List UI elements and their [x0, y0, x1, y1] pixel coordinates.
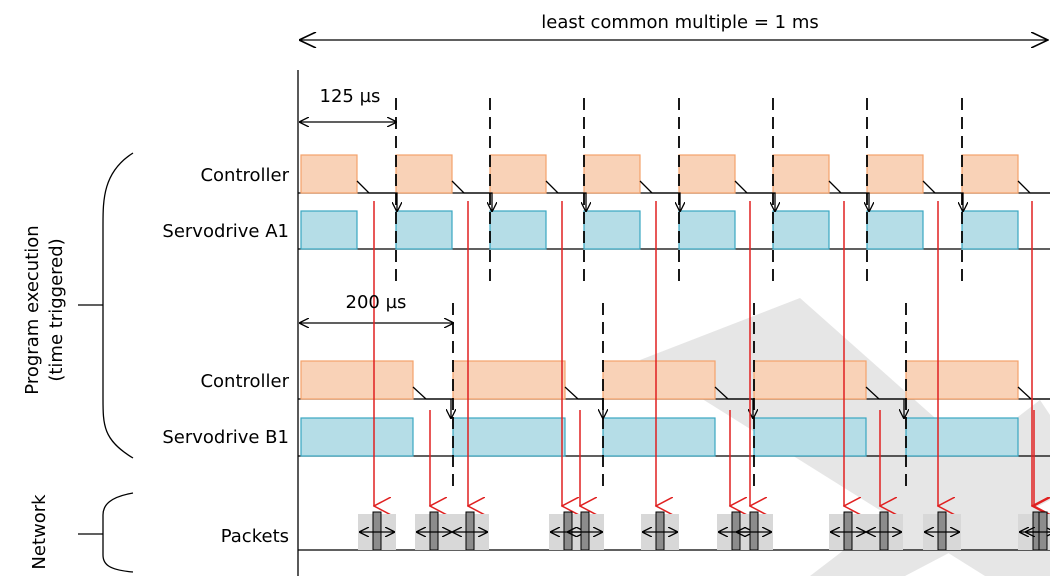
controller-a-slot-2 [395, 154, 453, 194]
servodrive-a1-slot-1 [300, 210, 358, 250]
packet-9 [843, 511, 853, 551]
handoff-a-2 [451, 180, 492, 211]
controller-b-slot-2 [452, 360, 566, 400]
controller-b-slot-1 [300, 360, 414, 400]
handoff-b-1 [412, 386, 451, 418]
period-a-label: 125 µs [320, 86, 381, 107]
packet-10 [879, 511, 889, 551]
handoff-a-8 [1017, 180, 1050, 194]
controller-a-slot-4 [583, 154, 641, 194]
program-execution-brace [102, 152, 134, 459]
controller-a-slot-8 [961, 154, 1019, 194]
execution-blocks [300, 154, 1019, 457]
group-label-network: Network [29, 494, 50, 570]
controller-a-slot-6 [772, 154, 830, 194]
servodrive-a1-slot-7 [866, 210, 924, 250]
packet-3 [465, 511, 475, 551]
servodrive-b1-slot-3 [602, 417, 716, 457]
group-label-time-triggered: (time triggered) [46, 238, 67, 381]
controller-b-slot-5 [905, 360, 1019, 400]
row-label-servodrive-b1: Servodrive B1 [162, 427, 289, 448]
handoff-a-6 [828, 180, 869, 211]
period-markers [395, 98, 963, 488]
servodrive-a1-slot-2 [395, 210, 453, 250]
servodrive-a1-slot-8 [961, 210, 1019, 250]
row-label-controller-b: Controller [200, 371, 289, 392]
network-brace [102, 492, 134, 573]
servodrive-b1-slot-4 [753, 417, 867, 457]
period-b-label: 200 µs [346, 292, 407, 313]
servodrive-b1-slot-2 [452, 417, 566, 457]
servodrive-a1-slot-4 [583, 210, 641, 250]
controller-b-slot-4 [753, 360, 867, 400]
packet-1 [372, 511, 382, 551]
handoff-a-4 [639, 180, 680, 211]
servodrive-a1-slot-5 [678, 210, 736, 250]
packet-7 [731, 511, 741, 551]
controller-a-slot-7 [866, 154, 924, 194]
row-label-packets: Packets [221, 526, 289, 547]
servodrive-b1-slot-5 [905, 417, 1019, 457]
handoff-a-1 [356, 180, 397, 211]
handoff-b-4 [865, 386, 904, 418]
controller-b-slot-3 [602, 360, 716, 400]
handoff-a-5 [734, 180, 775, 211]
packet-11 [937, 511, 947, 551]
packet-5 [580, 511, 590, 551]
group-label-program-execution: Program execution [22, 225, 43, 394]
servodrive-a1-slot-3 [489, 210, 547, 250]
lcm-span-label: least common multiple = 1 ms [541, 12, 819, 33]
handoff-b-5 [1017, 386, 1050, 400]
packet-6 [655, 511, 665, 551]
controller-a-slot-5 [678, 154, 736, 194]
packet-8 [749, 511, 759, 551]
handoff-a-7 [922, 180, 963, 211]
packet-2 [429, 511, 439, 551]
controller-a-slot-3 [489, 154, 547, 194]
handoff-a-3 [545, 180, 586, 211]
handoff-arrows [356, 180, 1050, 418]
handoff-b-2 [564, 386, 603, 418]
controller-a-slot-1 [300, 154, 358, 194]
packet-4 [563, 511, 573, 551]
handoff-b-3 [714, 386, 753, 418]
network-arrows [374, 201, 1034, 506]
row-label-servodrive-a1: Servodrive A1 [162, 221, 289, 242]
servodrive-b1-slot-1 [300, 417, 414, 457]
servodrive-a1-slot-6 [772, 210, 830, 250]
packet-markers [358, 511, 1050, 551]
row-label-controller-a: Controller [200, 165, 289, 186]
packet-13 [1038, 511, 1048, 551]
